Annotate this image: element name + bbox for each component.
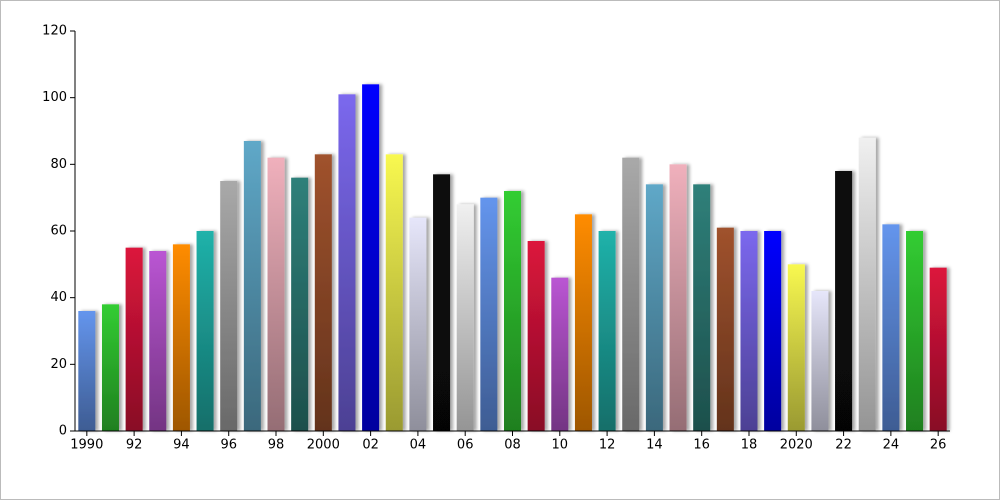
x-tick-label: 1990 [70, 438, 103, 453]
x-tick-label: 06 [457, 438, 474, 453]
bar [409, 217, 427, 431]
bar [645, 184, 663, 431]
bar [101, 304, 119, 431]
bar [622, 157, 640, 431]
bar [362, 84, 380, 431]
y-tick-label: 100 [42, 90, 67, 105]
y-tick-label: 20 [50, 357, 67, 372]
bar [693, 184, 711, 431]
x-tick-label: 12 [599, 438, 616, 453]
bar [433, 174, 451, 432]
bar [929, 267, 947, 431]
x-tick-label: 24 [883, 438, 900, 453]
bar [125, 247, 143, 431]
bar [172, 244, 190, 431]
y-tick-label: 40 [50, 290, 67, 305]
x-tick-label: 14 [646, 438, 663, 453]
x-tick-label: 08 [504, 438, 521, 453]
bar [385, 154, 403, 432]
bar [882, 224, 900, 431]
bar [314, 154, 332, 432]
y-tick-label: 80 [50, 157, 67, 172]
x-tick-label: 92 [126, 438, 143, 453]
bar [267, 157, 285, 431]
bar [480, 197, 498, 431]
bar [243, 141, 261, 431]
bar [149, 251, 167, 431]
x-tick-label: 94 [173, 438, 190, 453]
bar [858, 137, 876, 431]
x-tick-label: 2000 [307, 438, 340, 453]
y-tick-label: 120 [42, 24, 67, 39]
bar [527, 241, 545, 431]
bar [835, 171, 853, 431]
bar [78, 311, 96, 431]
bar [220, 181, 238, 431]
bar [598, 231, 616, 431]
x-tick-label: 16 [693, 438, 710, 453]
bar [906, 231, 924, 431]
bar [456, 204, 474, 431]
bar [291, 177, 309, 431]
bar [740, 231, 758, 431]
bar [196, 231, 214, 431]
bar [787, 264, 805, 431]
x-tick-label: 10 [552, 438, 569, 453]
bar [503, 191, 522, 431]
x-tick-label: 04 [410, 438, 427, 453]
bar [551, 277, 569, 431]
bar [716, 227, 734, 431]
bar [811, 291, 829, 431]
y-tick-label: 0 [59, 424, 67, 439]
x-tick-label: 2020 [780, 438, 813, 453]
bar [764, 231, 782, 431]
x-tick-label: 96 [220, 438, 237, 453]
x-tick-label: 98 [268, 438, 285, 453]
x-tick-label: 22 [835, 438, 852, 453]
bar [669, 164, 687, 432]
y-tick-label: 60 [50, 224, 67, 239]
x-tick-label: 18 [741, 438, 758, 453]
x-tick-label: 26 [930, 438, 947, 453]
bar [574, 214, 592, 431]
x-tick-label: 02 [362, 438, 379, 453]
bar [338, 94, 356, 431]
